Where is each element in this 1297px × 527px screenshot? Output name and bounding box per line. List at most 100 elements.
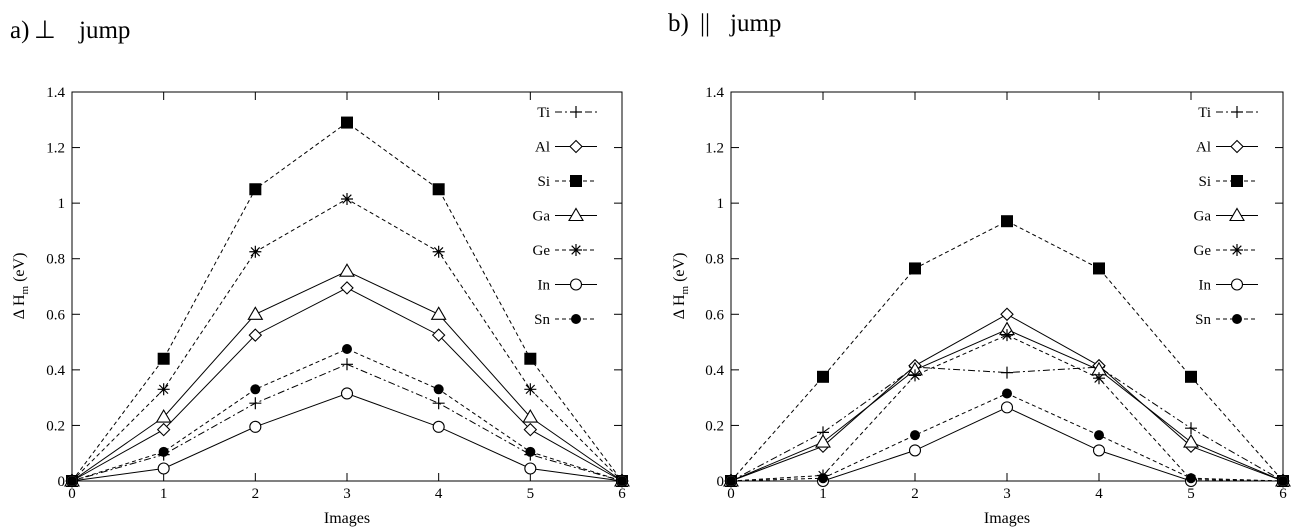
legend-label-si-a: Si xyxy=(537,174,550,190)
x-tick-label: 2 xyxy=(252,486,260,502)
data-point-si-b xyxy=(1093,262,1105,275)
legend-marker-in-b xyxy=(1230,278,1244,291)
y-axis-label-b: Δ Hm (eV) xyxy=(671,253,691,320)
data-point-sn-b xyxy=(910,430,920,441)
data-point-in-b xyxy=(1092,444,1106,457)
series-line-si-b xyxy=(730,220,1284,482)
y-tick-label: 1.2 xyxy=(46,141,65,157)
data-point-si-b xyxy=(1001,215,1013,228)
legend-label-al-b: Al xyxy=(1196,140,1211,156)
y-tick-label: 0.2 xyxy=(46,418,65,434)
data-point-si-b xyxy=(1185,370,1197,383)
legend-marker-in-a xyxy=(569,278,583,291)
data-point-si-a xyxy=(157,352,170,365)
legend-marker-ga-b xyxy=(1229,207,1245,222)
series-line-ga-a xyxy=(71,270,623,482)
data-point-sn-b xyxy=(1278,476,1288,486)
y-axis-label-main-a: Δ H xyxy=(11,294,28,319)
data-point-in-a xyxy=(432,420,445,433)
data-point-ti-a xyxy=(432,397,445,410)
data-point-si-a xyxy=(524,352,537,365)
data-point-al-a xyxy=(431,328,446,342)
panel-a-letter: a) xyxy=(10,17,29,44)
data-point-in-a xyxy=(157,462,170,475)
data-point-sn-a xyxy=(250,384,261,395)
data-point-in-b xyxy=(908,444,922,457)
data-point-sn-a xyxy=(617,476,627,486)
data-point-ti-b xyxy=(1001,366,1013,379)
data-point-ga-b xyxy=(815,434,831,448)
x-tick-label: 5 xyxy=(527,486,535,502)
panel-b-word: jump xyxy=(729,10,781,37)
data-point-ge-a xyxy=(341,192,353,205)
legend-label-ge-a: Ge xyxy=(533,243,551,259)
x-tick-label: 6 xyxy=(618,486,626,502)
data-point-ga-b xyxy=(1183,434,1199,448)
y-tick-label: 0.6 xyxy=(46,307,65,323)
legend-label-in-b: In xyxy=(1199,278,1212,294)
x-tick-label: 2 xyxy=(911,486,919,502)
y-tick-label: 1.4 xyxy=(46,85,65,101)
ticks-a: 0 0.2 0.4 0.6 0.8 1 1.2 1.4 0 1 2 3 4 5 6 xyxy=(46,85,626,502)
x-tick-label: 6 xyxy=(1279,486,1287,502)
data-point-al-a xyxy=(248,328,263,342)
data-point-ga-a xyxy=(247,306,264,320)
y-tick-label: 0.4 xyxy=(705,363,724,379)
panel-a: a) ⊥ jump 0 0.2 0.4 0.6 0.8 1 1.2 1.4 0 1 2 3 4 5 6 Ti… xyxy=(10,17,630,527)
y-axis-label-main-b: Δ H xyxy=(671,294,688,319)
data-point-sn-b xyxy=(1186,473,1196,484)
data-point-ti-a xyxy=(341,358,353,371)
x-tick-label: 4 xyxy=(435,486,443,502)
legend-marker-ge-a xyxy=(570,244,582,256)
data-point-si-a xyxy=(432,183,445,196)
data-point-ga-a xyxy=(522,409,539,423)
x-tick-label: 0 xyxy=(727,486,735,502)
legend-label-ge-b: Ge xyxy=(1194,243,1212,259)
data-point-ge-a xyxy=(249,245,262,258)
y-tick-label: 0.4 xyxy=(46,363,65,379)
series-line-in-a xyxy=(71,392,623,482)
legend-marker-sn-b xyxy=(1232,314,1242,324)
legend-label-al-a: Al xyxy=(535,140,550,156)
y-tick-label: 0.8 xyxy=(46,252,65,268)
data-point-al-b xyxy=(1000,307,1014,322)
data-point-sn-b xyxy=(1002,388,1012,399)
data-point-ga-a xyxy=(155,409,172,423)
x-tick-label: 1 xyxy=(160,486,168,502)
data-point-in-a xyxy=(340,387,354,400)
legend-marker-ge-b xyxy=(1231,244,1243,256)
legend-marker-sn-a xyxy=(571,314,581,324)
x-tick-label: 1 xyxy=(819,486,827,502)
x-tick-label: 3 xyxy=(1003,486,1011,502)
panel-b: b) || jump 0 0.2 0.4 0.6 0.8 1 1.2 1.4 0 1 2 3 4 5 6 T… xyxy=(668,10,1291,527)
data-point-sn-a xyxy=(433,384,444,395)
y-tick-label: 1.2 xyxy=(705,141,724,157)
legend-label-sn-b: Sn xyxy=(1195,312,1211,328)
y-tick-label: 0 xyxy=(58,474,66,490)
parallel-icon: || xyxy=(700,10,710,37)
legend-marker-ga-a xyxy=(568,207,584,222)
data-point-sn-b xyxy=(726,476,736,486)
data-point-ti-a xyxy=(249,397,262,410)
data-point-si-a xyxy=(341,116,353,129)
data-point-al-a xyxy=(156,422,171,437)
data-point-ge-a xyxy=(432,245,445,258)
perpendicular-icon: ⊥ xyxy=(34,17,56,44)
y-tick-label: 0 xyxy=(717,474,725,490)
series-b xyxy=(723,215,1291,488)
data-point-ga-a xyxy=(430,306,447,320)
data-point-in-b xyxy=(1000,401,1014,414)
data-point-sn-a xyxy=(342,344,352,355)
data-point-ge-a xyxy=(157,383,170,396)
y-axis-label-sub-a: m xyxy=(19,285,31,294)
series-a xyxy=(64,116,630,488)
data-point-in-a xyxy=(524,462,537,475)
x-tick-label: 5 xyxy=(1187,486,1195,502)
data-point-al-a xyxy=(523,422,538,437)
y-axis-label-unit-b: (eV) xyxy=(671,253,688,282)
y-tick-label: 1.4 xyxy=(705,85,724,101)
legend-marker-si-b xyxy=(1231,175,1243,187)
legend-label-ga-b: Ga xyxy=(1194,209,1212,225)
data-point-si-b xyxy=(817,370,829,383)
y-tick-label: 0.2 xyxy=(705,418,724,434)
